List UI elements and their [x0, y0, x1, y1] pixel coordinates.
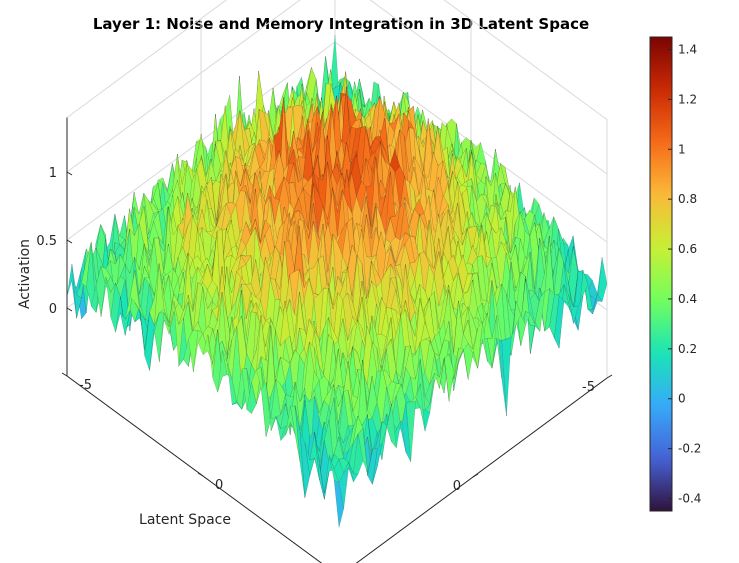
x-tick-label: -5: [582, 380, 595, 395]
colorbar-tick-label: 0: [678, 392, 686, 406]
colorbar-tick-label: 0.6: [678, 242, 697, 256]
surface-mesh: [67, 35, 607, 528]
z-tick-mark: [67, 308, 72, 311]
y-tick-label: 0: [215, 478, 223, 493]
z-tick-mark: [67, 240, 72, 243]
x-tick-mark: [473, 474, 478, 477]
colorbar-tick-label: 1.4: [678, 42, 697, 56]
surface-cell: [597, 257, 607, 301]
y-tick-mark: [62, 373, 67, 376]
colorbar: -0.4 -0.2 0 0.2 0.4 0.6 0.8 1 1.2 1.4: [650, 37, 701, 511]
colorbar-tick-label: 0.4: [678, 292, 697, 306]
x-tick-mark: [607, 375, 612, 378]
z-tick-label: 0: [49, 302, 57, 317]
colorbar-tick-label: -0.4: [678, 492, 701, 506]
y-tick-mark: [198, 473, 203, 476]
colorbar-tick-label: 0.8: [678, 192, 697, 206]
colorbar-tick-label: 1.2: [678, 92, 697, 106]
colorbar-tick-label: 1: [678, 142, 686, 156]
colorbar-gradient: [650, 37, 672, 511]
z-tick-label: 0.5: [36, 234, 57, 249]
z-tick-mark: [67, 172, 72, 175]
x-axis-label: Latent Space: [139, 512, 231, 528]
y-tick-label: -5: [79, 378, 92, 393]
x-tick-label: 0: [453, 479, 461, 494]
z-axis-label: Activation: [17, 239, 33, 309]
z-tick-label: 1: [49, 166, 57, 181]
chart-title: Layer 1: Noise and Memory Integration in…: [93, 15, 589, 33]
colorbar-tick-label: -0.2: [678, 442, 701, 456]
colorbar-tick-label: 0.2: [678, 342, 697, 356]
